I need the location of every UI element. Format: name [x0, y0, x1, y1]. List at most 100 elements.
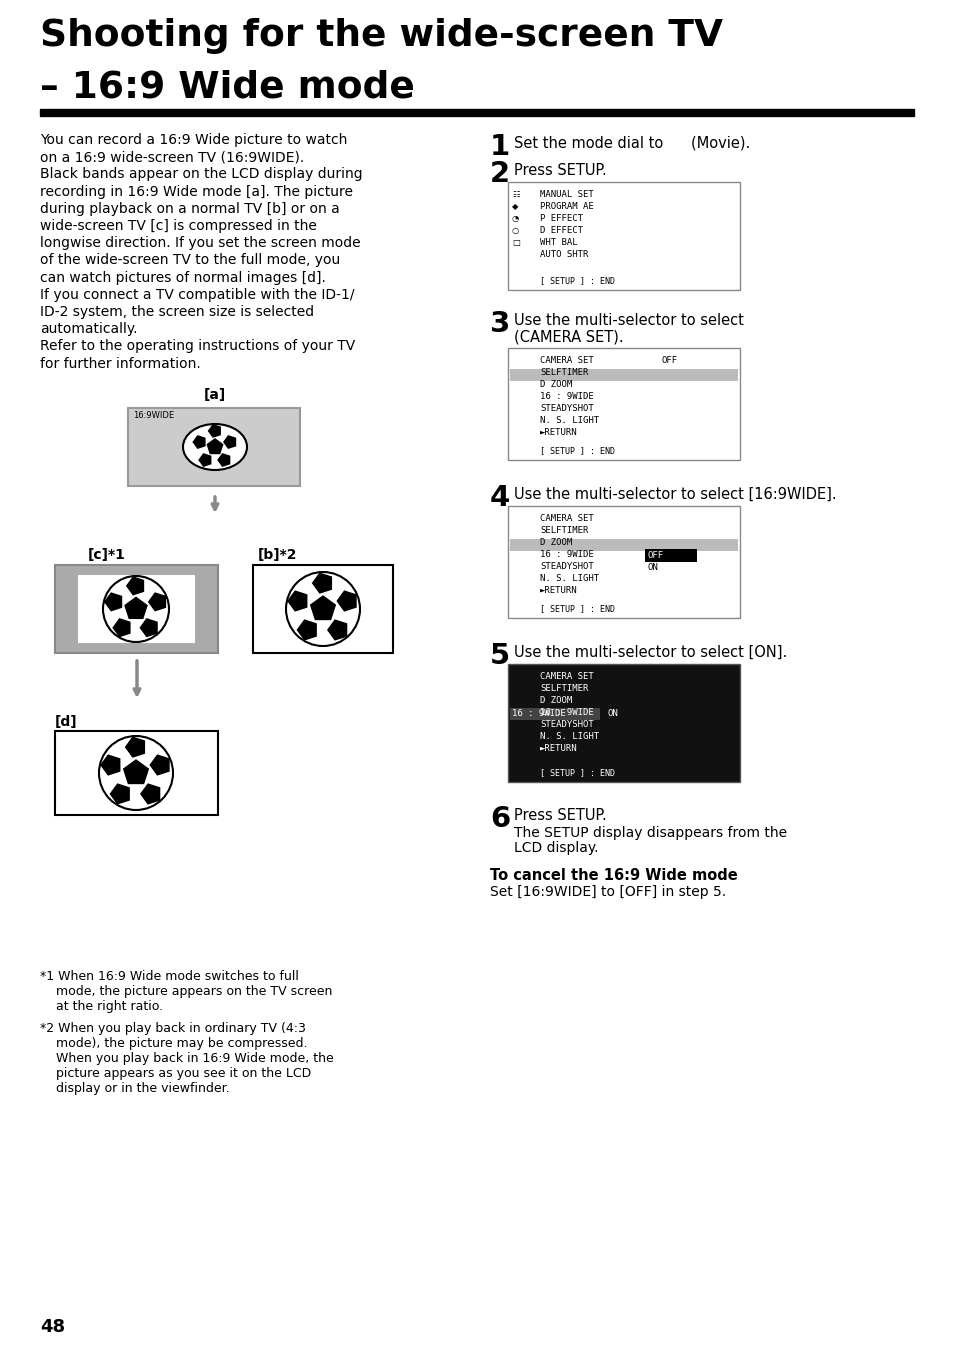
- Text: Black bands appear on the LCD display during: Black bands appear on the LCD display du…: [40, 168, 362, 181]
- Bar: [78, 575, 194, 644]
- Text: □: □: [512, 238, 519, 247]
- Text: ID-2 system, the screen size is selected: ID-2 system, the screen size is selected: [40, 306, 314, 319]
- Text: To cancel the 16:9 Wide mode: To cancel the 16:9 Wide mode: [490, 868, 737, 883]
- Text: The SETUP display disappears from the: The SETUP display disappears from the: [514, 826, 786, 840]
- Polygon shape: [209, 425, 220, 437]
- Text: 2: 2: [490, 160, 510, 188]
- Bar: [55, 731, 218, 815]
- Text: mode), the picture may be compressed.: mode), the picture may be compressed.: [40, 1037, 307, 1051]
- Polygon shape: [207, 439, 222, 453]
- Text: P EFFECT: P EFFECT: [539, 214, 582, 223]
- Text: D ZOOM: D ZOOM: [539, 696, 572, 704]
- Text: CAMERA SET: CAMERA SET: [539, 514, 593, 523]
- Text: [ SETUP ] : END: [ SETUP ] : END: [539, 276, 615, 285]
- Text: SELFTIMER: SELFTIMER: [539, 526, 588, 535]
- Bar: [644, 549, 697, 562]
- Text: SELFTIMER: SELFTIMER: [539, 368, 588, 377]
- Text: D ZOOM: D ZOOM: [539, 380, 572, 389]
- Polygon shape: [111, 784, 129, 804]
- Text: STEADYSHOT: STEADYSHOT: [539, 721, 593, 729]
- Text: CAMERA SET: CAMERA SET: [539, 356, 593, 365]
- Text: AUTO SHTR: AUTO SHTR: [539, 250, 588, 260]
- Text: Set [16:9WIDE] to [OFF] in step 5.: Set [16:9WIDE] to [OFF] in step 5.: [490, 886, 725, 899]
- Text: OFF: OFF: [647, 552, 663, 560]
- Bar: [55, 565, 218, 653]
- Polygon shape: [126, 737, 144, 757]
- Text: for further information.: for further information.: [40, 357, 200, 370]
- Polygon shape: [105, 594, 121, 611]
- Polygon shape: [193, 435, 205, 448]
- Text: *2 When you play back in ordinary TV (4:3: *2 When you play back in ordinary TV (4:…: [40, 1022, 306, 1036]
- Text: recording in 16:9 Wide mode [a]. The picture: recording in 16:9 Wide mode [a]. The pic…: [40, 185, 353, 199]
- Text: [ SETUP ] : END: [ SETUP ] : END: [539, 604, 615, 612]
- Text: ON: ON: [647, 562, 659, 572]
- Text: can watch pictures of normal images [d].: can watch pictures of normal images [d].: [40, 270, 326, 285]
- Text: ►RETURN: ►RETURN: [539, 744, 577, 753]
- Text: N. S. LIGHT: N. S. LIGHT: [539, 575, 598, 583]
- Polygon shape: [127, 577, 143, 595]
- Text: of the wide-screen TV to the full mode, you: of the wide-screen TV to the full mode, …: [40, 253, 340, 268]
- Text: 4: 4: [490, 484, 510, 512]
- Text: picture appears as you see it on the LCD: picture appears as you see it on the LCD: [40, 1067, 311, 1080]
- Text: ◔: ◔: [512, 214, 518, 223]
- Text: automatically.: automatically.: [40, 322, 137, 337]
- Polygon shape: [297, 621, 315, 639]
- Text: Shooting for the wide-screen TV: Shooting for the wide-screen TV: [40, 18, 722, 54]
- Text: (CAMERA SET).: (CAMERA SET).: [514, 330, 623, 345]
- Bar: [40, 110, 913, 116]
- Text: STEADYSHOT: STEADYSHOT: [539, 562, 593, 571]
- Text: PROGRAM AE: PROGRAM AE: [539, 201, 593, 211]
- Bar: [507, 664, 740, 781]
- Bar: [507, 506, 740, 618]
- Text: 16 : 9WIDE: 16 : 9WIDE: [539, 392, 593, 402]
- Text: at the right ratio.: at the right ratio.: [40, 1000, 163, 1013]
- Text: [d]: [d]: [55, 715, 77, 729]
- Polygon shape: [140, 619, 157, 637]
- Text: When you play back in 16:9 Wide mode, the: When you play back in 16:9 Wide mode, th…: [40, 1052, 334, 1065]
- Ellipse shape: [103, 576, 169, 642]
- Text: [a]: [a]: [204, 388, 226, 402]
- Bar: [507, 347, 740, 460]
- Text: display or in the viewfinder.: display or in the viewfinder.: [40, 1082, 230, 1095]
- Text: CAMERA SET: CAMERA SET: [539, 672, 593, 681]
- Polygon shape: [113, 619, 130, 637]
- Text: wide-screen TV [c] is compressed in the: wide-screen TV [c] is compressed in the: [40, 219, 316, 233]
- Text: [ SETUP ] : END: [ SETUP ] : END: [539, 768, 615, 777]
- Text: ◆: ◆: [512, 201, 518, 211]
- Text: 6: 6: [490, 804, 510, 833]
- Bar: [507, 183, 740, 289]
- Text: *1 When 16:9 Wide mode switches to full: *1 When 16:9 Wide mode switches to full: [40, 969, 298, 983]
- Text: STEADYSHOT: STEADYSHOT: [539, 404, 593, 412]
- Text: N. S. LIGHT: N. S. LIGHT: [539, 416, 598, 425]
- Text: LCD display.: LCD display.: [514, 841, 598, 854]
- Text: Use the multi-selector to select [ON].: Use the multi-selector to select [ON].: [514, 645, 786, 660]
- Text: 16 : 9WIDE: 16 : 9WIDE: [539, 708, 593, 717]
- Text: ►RETURN: ►RETURN: [539, 585, 577, 595]
- Text: Press SETUP.: Press SETUP.: [514, 808, 606, 823]
- Text: 16:9WIDE: 16:9WIDE: [132, 411, 174, 420]
- Text: 1: 1: [490, 132, 510, 161]
- Text: mode, the picture appears on the TV screen: mode, the picture appears on the TV scre…: [40, 986, 332, 998]
- Text: ○: ○: [512, 226, 518, 235]
- Text: 16 : 9WIDE: 16 : 9WIDE: [539, 550, 593, 558]
- Ellipse shape: [183, 425, 247, 470]
- Text: 3: 3: [490, 310, 510, 338]
- Text: 5: 5: [490, 642, 510, 671]
- Text: Refer to the operating instructions of your TV: Refer to the operating instructions of y…: [40, 339, 355, 353]
- Polygon shape: [313, 573, 331, 594]
- Text: Use the multi-selector to select: Use the multi-selector to select: [514, 314, 771, 329]
- Text: [c]*1: [c]*1: [88, 548, 126, 562]
- Polygon shape: [101, 756, 120, 775]
- Polygon shape: [125, 598, 147, 618]
- Polygon shape: [337, 591, 355, 611]
- Text: If you connect a TV compatible with the ID-1/: If you connect a TV compatible with the …: [40, 288, 355, 301]
- Polygon shape: [218, 454, 230, 466]
- Text: ☷: ☷: [512, 191, 519, 199]
- Ellipse shape: [286, 572, 359, 646]
- Text: longwise direction. If you set the screen mode: longwise direction. If you set the scree…: [40, 237, 360, 250]
- Text: D ZOOM: D ZOOM: [539, 538, 572, 548]
- Text: on a 16:9 wide-screen TV (16:9WIDE).: on a 16:9 wide-screen TV (16:9WIDE).: [40, 150, 304, 164]
- Polygon shape: [124, 760, 148, 783]
- Text: OFF: OFF: [661, 356, 678, 365]
- Bar: [510, 539, 738, 552]
